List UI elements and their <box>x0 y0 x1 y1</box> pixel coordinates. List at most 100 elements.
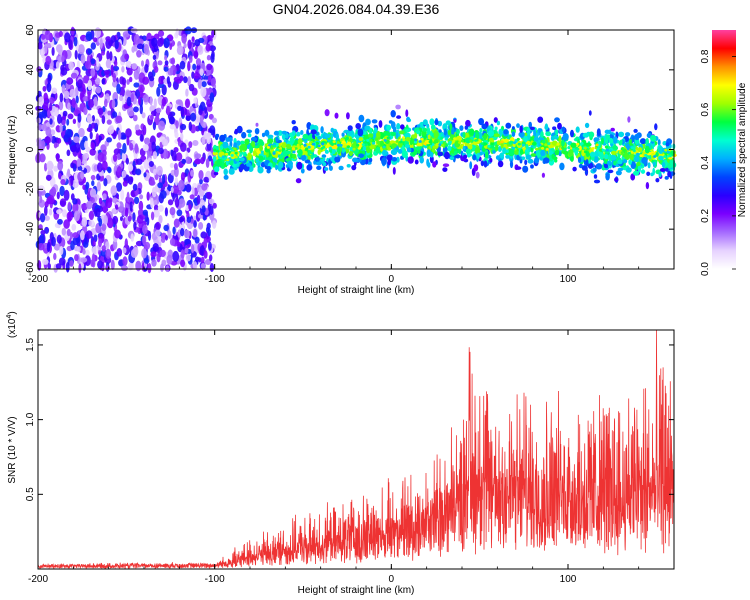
spectrogram-noise-blob <box>156 86 161 97</box>
spectrogram-noise-blob <box>153 199 158 206</box>
spectrogram-signal-blob <box>467 153 473 157</box>
spectrogram-signal-blob <box>321 154 327 159</box>
spectrogram-peak-blob <box>317 144 321 148</box>
spectrogram-peak-blob <box>230 154 234 157</box>
spectrogram-peak-blob <box>608 149 612 153</box>
spectrogram-noise-blob <box>167 173 174 184</box>
spectrogram-signal-blob <box>281 130 288 135</box>
spectrogram-noise-blob <box>129 142 134 151</box>
spectrogram-signal-blob <box>388 120 393 124</box>
spectrogram-noise-blob <box>139 86 143 97</box>
snr-series-line <box>37 329 675 570</box>
spectrogram-signal-blob <box>358 137 364 142</box>
spectrogram-noise-blob <box>158 215 163 224</box>
spectrogram-noise-blob <box>203 238 208 249</box>
spectrogram-signal-blob <box>487 130 495 137</box>
spectrogram-noise-blob <box>91 246 99 256</box>
spectrogram-signal-blob <box>277 130 283 136</box>
spectrogram-signal-blob <box>665 142 670 147</box>
spectrogram-peak-blob <box>213 148 217 152</box>
spectrogram-noise-blob <box>198 109 203 116</box>
colorbar-tick-label: 0.8 <box>700 49 711 63</box>
spectrogram-peak-blob <box>584 150 588 154</box>
spectrogram-noise-blob <box>112 111 118 118</box>
spectrogram-noise-blob <box>146 191 150 201</box>
spectrogram-signal-blob <box>625 132 631 137</box>
spectrogram-noise-blob <box>196 64 201 70</box>
spectrogram-noise-blob <box>192 261 198 270</box>
spectrogram-noise-blob <box>98 238 102 248</box>
spectrogram-noise-blob <box>93 96 98 107</box>
spectrogram-peak-blob <box>448 140 452 144</box>
spectrogram-noise-blob <box>97 107 104 115</box>
spectrogram-noise-blob <box>72 202 79 213</box>
spectrogram-noise-blob <box>153 204 159 211</box>
spectrogram-noise-blob <box>74 141 81 153</box>
spectrogram-signal-blob <box>390 110 396 118</box>
spectrogram-noise-blob <box>40 213 46 223</box>
spectrogram-signal-blob <box>396 123 401 130</box>
spectrogram-signal-blob <box>364 125 371 131</box>
spectrogram-noise-blob <box>84 60 92 70</box>
spectrogram-peak-blob <box>399 140 403 144</box>
spectrogram-noise-blob <box>200 256 205 264</box>
spectrogram-noise-blob <box>85 249 90 257</box>
spectrogram-signal-blob <box>291 130 296 137</box>
spectrogram-noise-blob <box>130 248 138 258</box>
spectrogram-peak-blob <box>556 142 560 146</box>
spectrogram-signal-blob <box>362 150 366 155</box>
spectrogram-signal-blob <box>454 154 461 159</box>
spectrogram-noise-blob <box>206 54 211 61</box>
spectrogram-signal-blob <box>505 149 509 154</box>
spectrogram-noise-blob <box>116 166 122 176</box>
spectrogram-noise-blob <box>122 256 128 266</box>
spectrogram-noise-blob <box>193 97 198 104</box>
spectrogram-peak-blob <box>599 148 603 152</box>
spectrogram-signal-blob <box>267 138 274 144</box>
spectrogram-signal-blob <box>562 150 568 155</box>
spectrogram-noise-blob <box>97 260 103 269</box>
spectrogram-noise-blob <box>175 63 180 72</box>
spectrogram-signal-blob <box>273 130 279 136</box>
spectrogram-signal-blob <box>610 150 617 155</box>
spectrogram-peak-blob <box>576 142 580 146</box>
spectrogram-noise-blob <box>67 113 74 120</box>
spectrogram-noise-blob <box>136 214 144 224</box>
snr-x-label: Height of straight line (km) <box>298 585 415 596</box>
spectrogram-signal-blob <box>559 162 565 171</box>
spectrogram-signal-blob <box>572 166 577 172</box>
spectrogram-noise-blob <box>121 134 127 140</box>
spectrogram-noise-blob <box>91 253 96 263</box>
spectrogram-peak-blob <box>668 154 672 158</box>
spectrogram-noise-blob <box>66 149 71 157</box>
spectrogram-noise-blob <box>164 55 168 61</box>
spectrogram-signal-blob <box>310 154 314 160</box>
spectrogram-noise-blob <box>146 216 150 226</box>
spectrogram-noise-blob <box>153 168 157 176</box>
spectrogram-noise-blob <box>57 160 64 171</box>
spectrogram-peak-blob <box>366 139 370 142</box>
spectrogram-signal-blob <box>254 128 260 135</box>
spectrogram-peak-blob <box>639 154 643 158</box>
spectrogram-signal-blob <box>328 165 333 171</box>
spectrogram-signal-blob <box>588 131 595 138</box>
spectrogram-noise-blob <box>68 137 72 146</box>
spectrogram-noise-blob <box>73 210 80 222</box>
spectrogram-peak-blob <box>500 140 504 144</box>
spectrogram-peak-blob <box>423 142 427 146</box>
spectrogram-noise-blob <box>174 197 180 208</box>
spectrogram-signal-blob <box>474 147 481 155</box>
spectrogram-noise-blob <box>150 110 157 117</box>
spectrogram-peak-blob <box>352 147 356 151</box>
spectrogram-signal-blob <box>405 137 411 142</box>
spectrogram-noise-blob <box>200 157 205 165</box>
spectrogram-signal-blob <box>661 161 666 168</box>
spectrogram-noise-blob <box>39 234 45 245</box>
spectrogram-peak-blob <box>561 146 565 150</box>
spectrogram-peak-blob <box>583 146 587 150</box>
spectrogram-noise-blob <box>87 79 93 91</box>
spectrogram-xtick-label: 0 <box>389 274 395 285</box>
spectrogram-noise-blob <box>105 265 110 271</box>
spectrogram-signal-blob <box>316 160 322 166</box>
spectrogram-signal-blob <box>414 132 418 139</box>
